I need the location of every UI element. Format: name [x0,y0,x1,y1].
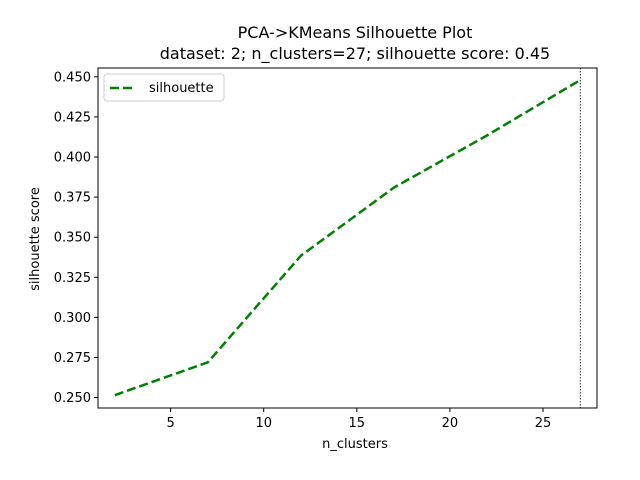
y-axis-label: silhouette score [28,187,43,291]
legend-box [103,73,225,102]
y-tick-label: 0.375 [54,191,91,206]
plot-area: 5 10 15 20 25 0.250 0.275 0.300 0.325 0.350 0.375 0… [54,67,598,431]
series-line-silhouette [114,78,581,397]
legend: silhouette [103,73,225,102]
y-tick-label: 0.300 [54,311,91,326]
y-tick-label: 0.325 [54,271,91,286]
x-tick-label: 10 [255,416,272,431]
y-tick-label: 0.450 [54,70,91,85]
x-tick-label: 25 [535,416,552,431]
y-tick-label: 0.275 [54,351,91,366]
chart-subtitle: dataset: 2; n_clusters=27; silhouette sc… [160,44,550,64]
x-tick-label: 5 [166,416,174,431]
y-tick-label: 0.250 [54,391,91,406]
x-tick-label: 15 [349,416,366,431]
x-tick-label: 20 [442,416,459,431]
axes-frame [97,67,598,409]
chart-title: PCA->KMeans Silhouette Plot [238,23,473,42]
y-tick-label: 0.425 [54,110,91,125]
x-axis-label: n_clusters [322,437,388,452]
legend-entry-silhouette: silhouette [149,81,214,96]
y-tick-label: 0.350 [54,231,91,246]
y-tick-label: 0.400 [54,151,91,166]
